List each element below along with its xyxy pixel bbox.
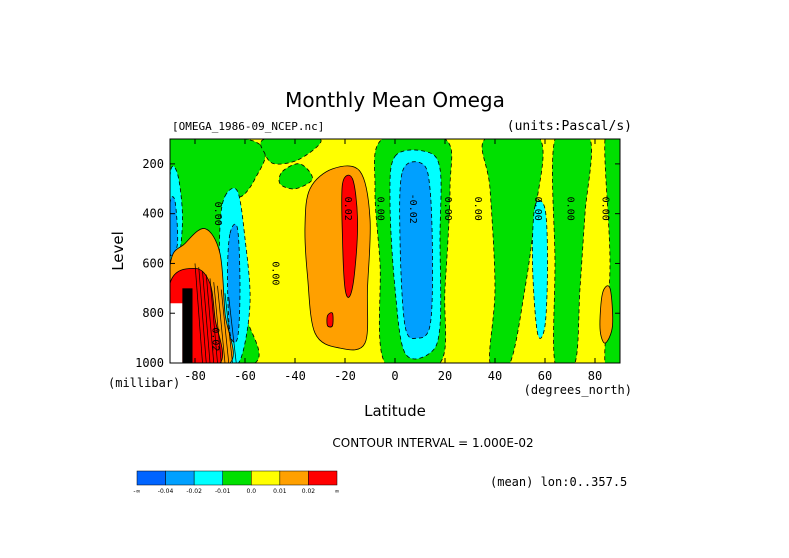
x-tick-label: 40 bbox=[488, 369, 502, 383]
x-axis-label: Latitude bbox=[364, 402, 426, 420]
colorbar-label-6: 0.02 bbox=[302, 488, 316, 495]
colorbar-swatch-3 bbox=[222, 470, 252, 486]
colorbar-label-1: -0.04 bbox=[158, 488, 174, 495]
colorbar-swatch-4 bbox=[251, 470, 281, 486]
x-tick-label: 0 bbox=[391, 369, 398, 383]
x-tick-label: -20 bbox=[334, 369, 356, 383]
dense-contour-line bbox=[217, 285, 226, 363]
colorbar-swatch-0 bbox=[136, 470, 166, 486]
x-tick-label: -60 bbox=[234, 369, 256, 383]
units-label: (units:Pascal/s) bbox=[507, 119, 632, 134]
x-tick-label: 20 bbox=[438, 369, 452, 383]
cyan-tongue-north bbox=[532, 200, 548, 339]
dense-contour-line bbox=[205, 274, 215, 363]
x-tick-label: -80 bbox=[184, 369, 206, 383]
x-tick-label: 60 bbox=[538, 369, 552, 383]
red-spot-subtropic bbox=[326, 312, 334, 328]
green-band-north-b bbox=[552, 139, 592, 363]
contour-label-10: 0.02 bbox=[210, 327, 221, 351]
blue-tongue-west bbox=[227, 223, 241, 343]
dense-contour-line bbox=[228, 297, 237, 363]
green-region-south-a bbox=[260, 139, 322, 165]
x-axis-units: (degrees_north) bbox=[524, 383, 632, 397]
y-tick-label: 800 bbox=[142, 306, 164, 320]
colorbar: -∞ -0.04 -0.02 -0.01 0.0 0.01 0.02 ∞ bbox=[133, 470, 340, 495]
contour-label-2: 0.02 bbox=[342, 197, 353, 221]
colorbar-swatch-2 bbox=[193, 470, 223, 486]
chart-title: Monthly Mean Omega bbox=[285, 88, 505, 112]
x-tick-label: -40 bbox=[284, 369, 306, 383]
dense-contour-line bbox=[202, 270, 211, 363]
contour-label-7: 0.00 bbox=[532, 197, 543, 221]
contour-label-0: 0.00 bbox=[212, 202, 223, 226]
contour-label-4: -0.02 bbox=[407, 194, 418, 224]
orange-cell-subtropic bbox=[304, 165, 371, 351]
dense-contour-line bbox=[198, 267, 207, 363]
orange-spot-north bbox=[599, 285, 614, 344]
contour-label-5: 0.00 bbox=[442, 197, 453, 221]
y-axis-label: Level bbox=[109, 231, 127, 271]
dense-contour-line bbox=[224, 293, 233, 363]
dense-contour-line bbox=[213, 282, 222, 363]
dense-contour-line bbox=[209, 278, 218, 363]
green-patch-south-b bbox=[278, 163, 313, 190]
contour-labels: 0.00 0.00 0.02 0.00 -0.02 0.00 0.00 0.00 0.00 0.0… bbox=[210, 194, 611, 352]
missing-data-white bbox=[170, 303, 183, 363]
blue-edge-west bbox=[170, 196, 179, 257]
colorbar-label-3: -0.01 bbox=[215, 488, 231, 495]
colorbar-swatch-6 bbox=[308, 470, 338, 486]
contour-label-3: 0.00 bbox=[375, 197, 386, 221]
colorbar-label-5: 0.01 bbox=[273, 488, 287, 495]
colorbar-swatch-1 bbox=[165, 470, 195, 486]
y-tick-label: 1000 bbox=[135, 356, 164, 370]
dense-contour-line bbox=[194, 263, 203, 363]
colorbar-label-7: ∞ bbox=[335, 488, 340, 495]
contour-interval-note: CONTOUR INTERVAL = 1.000E-02 bbox=[332, 436, 533, 450]
contour-label-8: 0.00 bbox=[565, 197, 576, 221]
mean-lon-note: (mean) lon:0..357.5 bbox=[490, 475, 627, 489]
missing-data-black bbox=[182, 288, 193, 363]
colorbar-label-2: -0.02 bbox=[186, 488, 202, 495]
colorbar-label-0: -∞ bbox=[133, 488, 140, 495]
plot-area bbox=[170, 139, 620, 363]
contour-fields bbox=[170, 139, 620, 363]
green-band-north-a bbox=[481, 139, 544, 363]
axis-ticks: -80 -60 -40 -20 0 20 40 60 80 200 400 600 800 1000 bbox=[135, 139, 620, 383]
colorbar-swatch-5 bbox=[279, 470, 309, 486]
colorbar-label-4: 0.0 bbox=[247, 488, 257, 495]
contour-label-6: 0.00 bbox=[472, 197, 483, 221]
red-core-subtropic bbox=[341, 174, 358, 298]
dense-contour-line bbox=[220, 289, 230, 363]
y-tick-label: 600 bbox=[142, 256, 164, 270]
x-tick-label: 80 bbox=[588, 369, 602, 383]
blue-column-equator bbox=[399, 161, 433, 339]
contour-label-1: 0.00 bbox=[270, 261, 281, 285]
y-tick-label: 400 bbox=[142, 207, 164, 221]
dataset-label: [OMEGA_1986-09_NCEP.nc] bbox=[172, 120, 324, 133]
y-tick-label: 200 bbox=[142, 157, 164, 171]
y-axis-units: (millibar) bbox=[108, 376, 180, 390]
contour-label-9: 0.00 bbox=[600, 197, 611, 221]
